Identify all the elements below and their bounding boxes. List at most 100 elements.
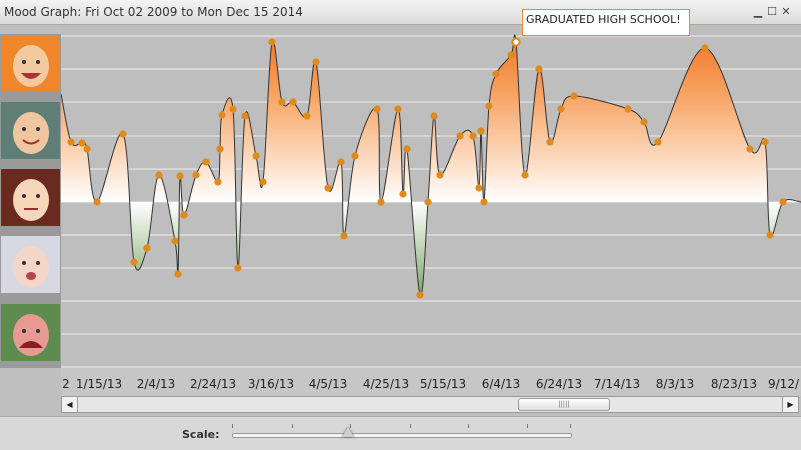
mood-point[interactable] <box>216 145 224 153</box>
mood-point[interactable] <box>477 127 485 135</box>
mood-point[interactable] <box>766 231 774 239</box>
mood-point[interactable] <box>214 178 222 186</box>
scale-slider-thumb[interactable] <box>342 427 354 437</box>
mood-point[interactable] <box>171 237 179 245</box>
mood-point[interactable] <box>469 132 477 140</box>
mood-point[interactable] <box>654 138 662 146</box>
mood-point[interactable] <box>340 232 348 240</box>
scale-slider-tick <box>232 424 233 428</box>
mood-point[interactable] <box>351 152 359 160</box>
crying-face <box>1 304 60 361</box>
x-tick-label: 6/24/13 <box>535 377 583 391</box>
happy-face <box>1 102 60 159</box>
mood-point[interactable] <box>83 145 91 153</box>
scrollbar-thumb[interactable]: ||||| <box>518 398 610 411</box>
annotated-point[interactable] <box>511 37 521 47</box>
scale-slider-tick <box>570 424 571 428</box>
mood-point[interactable] <box>485 102 493 110</box>
mood-point[interactable] <box>416 291 424 299</box>
mood-point[interactable] <box>259 178 267 186</box>
x-tick-label: 2/4/13 <box>136 377 176 391</box>
mood-point[interactable] <box>192 171 200 179</box>
mood-point[interactable] <box>403 145 411 153</box>
mood-graph-svg <box>60 34 801 368</box>
scroll-right-button[interactable]: ▶ <box>782 397 798 412</box>
scale-slider-track[interactable] <box>232 424 572 438</box>
scale-slider-tick <box>292 424 293 428</box>
mood-point[interactable] <box>640 118 648 126</box>
close-icon[interactable]: ✕ <box>781 5 791 18</box>
maximize-icon[interactable]: ☐ <box>767 5 777 18</box>
mood-point[interactable] <box>268 38 276 46</box>
scroll-left-button[interactable]: ◀ <box>62 397 78 412</box>
ecstatic-face <box>1 35 60 92</box>
x-tick-label: 8/3/13 <box>655 377 695 391</box>
mood-point[interactable] <box>67 138 75 146</box>
mood-point[interactable] <box>761 138 769 146</box>
mood-point[interactable] <box>475 184 483 192</box>
mood-point[interactable] <box>337 158 345 166</box>
mood-point[interactable] <box>312 58 320 66</box>
mood-point[interactable] <box>507 51 515 59</box>
mood-point[interactable] <box>779 198 787 206</box>
mood-point[interactable] <box>176 172 184 180</box>
mood-point[interactable] <box>557 105 565 113</box>
mood-point[interactable] <box>456 132 464 140</box>
mood-point[interactable] <box>289 98 297 106</box>
mood-point[interactable] <box>394 105 402 113</box>
mood-point[interactable] <box>93 198 101 206</box>
mood-point[interactable] <box>234 264 242 272</box>
x-tick-label: 5/15/13 <box>419 377 467 391</box>
x-tick-label: 9/12/ <box>768 377 799 391</box>
mood-point[interactable] <box>701 44 709 52</box>
mood-point[interactable] <box>746 145 754 153</box>
mood-scale-faces <box>0 34 61 368</box>
scale-slider-tick <box>527 424 528 428</box>
neutral-face <box>1 169 60 226</box>
mood-point[interactable] <box>492 70 500 78</box>
mood-graph-plot[interactable] <box>60 25 801 368</box>
mood-point[interactable] <box>180 211 188 219</box>
scale-label: Scale: <box>182 428 220 441</box>
mood-point[interactable] <box>424 198 432 206</box>
mood-point[interactable] <box>436 171 444 179</box>
mood-point[interactable] <box>130 258 138 266</box>
mood-point[interactable] <box>278 98 286 106</box>
window-title: Mood Graph: Fri Oct 02 2009 to Mon Dec 1… <box>4 5 303 19</box>
mood-point[interactable] <box>143 244 151 252</box>
mood-point[interactable] <box>535 65 543 73</box>
mood-point[interactable] <box>480 198 488 206</box>
mood-point[interactable] <box>624 105 632 113</box>
mood-point[interactable] <box>174 270 182 278</box>
mood-point[interactable] <box>252 152 260 160</box>
x-tick-label: 2/24/13 <box>189 377 237 391</box>
mood-point[interactable] <box>324 184 332 192</box>
scale-slider-tick <box>468 424 469 428</box>
minimize-icon[interactable]: ▁ <box>753 5 763 18</box>
mood-point[interactable] <box>377 198 385 206</box>
x-tick-label: 7/14/13 <box>593 377 641 391</box>
x-tick-label: 6/4/13 <box>481 377 521 391</box>
mood-point[interactable] <box>78 139 86 147</box>
mood-point[interactable] <box>570 92 578 100</box>
mood-point[interactable] <box>303 112 311 120</box>
mood-point[interactable] <box>546 138 554 146</box>
x-tick-label: 3/16/13 <box>247 377 295 391</box>
horizontal-scrollbar[interactable]: ◀ ||||| ▶ <box>61 396 799 413</box>
mood-point[interactable] <box>399 190 407 198</box>
mood-point[interactable] <box>521 171 529 179</box>
mood-point[interactable] <box>241 112 249 120</box>
mood-point[interactable] <box>155 171 163 179</box>
mood-point[interactable] <box>218 111 226 119</box>
mood-point[interactable] <box>430 112 438 120</box>
mood-point[interactable] <box>229 105 237 113</box>
mood-point[interactable] <box>202 158 210 166</box>
mood-point[interactable] <box>119 130 127 138</box>
x-axis: 2 1/15/13 2/4/13 2/24/13 3/16/13 4/5/13 4/25/1… <box>61 368 801 396</box>
positive-mood-fill <box>61 34 801 202</box>
event-annotation: GRADUATED HIGH SCHOOL! <box>522 9 690 36</box>
x-tick-label: 4/25/13 <box>362 377 410 391</box>
negative-mood-fill <box>61 202 801 296</box>
mood-point[interactable] <box>373 105 381 113</box>
x-tick-label: 2 <box>62 377 70 391</box>
